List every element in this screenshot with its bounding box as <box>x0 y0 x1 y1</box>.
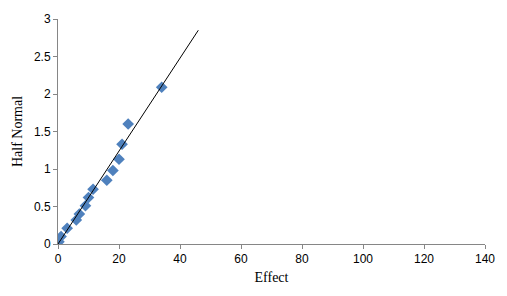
svg-text:140: 140 <box>475 252 495 266</box>
svg-text:2: 2 <box>44 87 51 101</box>
svg-text:Half Normal: Half Normal <box>10 96 25 167</box>
svg-text:0.5: 0.5 <box>34 200 51 214</box>
svg-text:120: 120 <box>414 252 434 266</box>
svg-text:100: 100 <box>353 252 373 266</box>
svg-text:1.5: 1.5 <box>34 125 51 139</box>
svg-text:60: 60 <box>234 252 248 266</box>
svg-text:Effect: Effect <box>255 270 289 285</box>
svg-text:20: 20 <box>112 252 126 266</box>
svg-text:2.5: 2.5 <box>34 50 51 64</box>
svg-text:40: 40 <box>173 252 187 266</box>
svg-text:1: 1 <box>44 162 51 176</box>
svg-text:0: 0 <box>55 252 62 266</box>
svg-text:80: 80 <box>295 252 309 266</box>
svg-text:3: 3 <box>44 12 51 26</box>
svg-text:0: 0 <box>44 237 51 251</box>
